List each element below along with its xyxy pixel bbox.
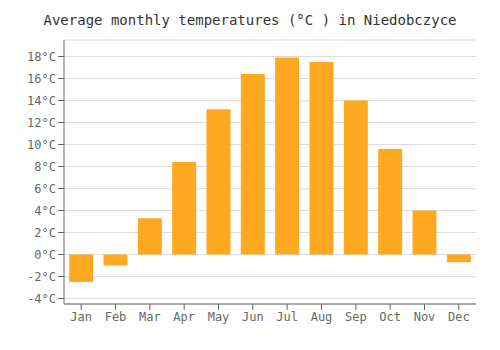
svg-text:6°C: 6°C xyxy=(34,182,56,196)
svg-text:-4°C: -4°C xyxy=(27,292,56,306)
svg-text:Feb: Feb xyxy=(105,310,127,324)
svg-text:-2°C: -2°C xyxy=(27,270,56,284)
svg-text:10°C: 10°C xyxy=(27,138,56,152)
svg-text:0°C: 0°C xyxy=(34,248,56,262)
svg-text:Sep: Sep xyxy=(345,310,367,324)
svg-text:14°C: 14°C xyxy=(27,94,56,108)
svg-text:Jan: Jan xyxy=(70,310,92,324)
svg-text:4°C: 4°C xyxy=(34,204,56,218)
svg-text:Aug: Aug xyxy=(311,310,333,324)
svg-text:Apr: Apr xyxy=(173,310,195,324)
svg-text:Mar: Mar xyxy=(139,310,161,324)
svg-text:Oct: Oct xyxy=(379,310,401,324)
svg-text:May: May xyxy=(208,310,230,324)
svg-text:18°C: 18°C xyxy=(27,50,56,64)
svg-text:Jun: Jun xyxy=(242,310,264,324)
svg-text:8°C: 8°C xyxy=(34,160,56,174)
svg-text:12°C: 12°C xyxy=(27,116,56,130)
svg-text:16°C: 16°C xyxy=(27,72,56,86)
svg-text:2°C: 2°C xyxy=(34,226,56,240)
html-text:Average monthly temperatures (: Average monthly temperatures (°C ) in Ni… xyxy=(43,12,457,28)
svg-text:Dec: Dec xyxy=(448,310,470,324)
svg-text:Nov: Nov xyxy=(414,310,436,324)
svg-text:Jul: Jul xyxy=(276,310,298,324)
